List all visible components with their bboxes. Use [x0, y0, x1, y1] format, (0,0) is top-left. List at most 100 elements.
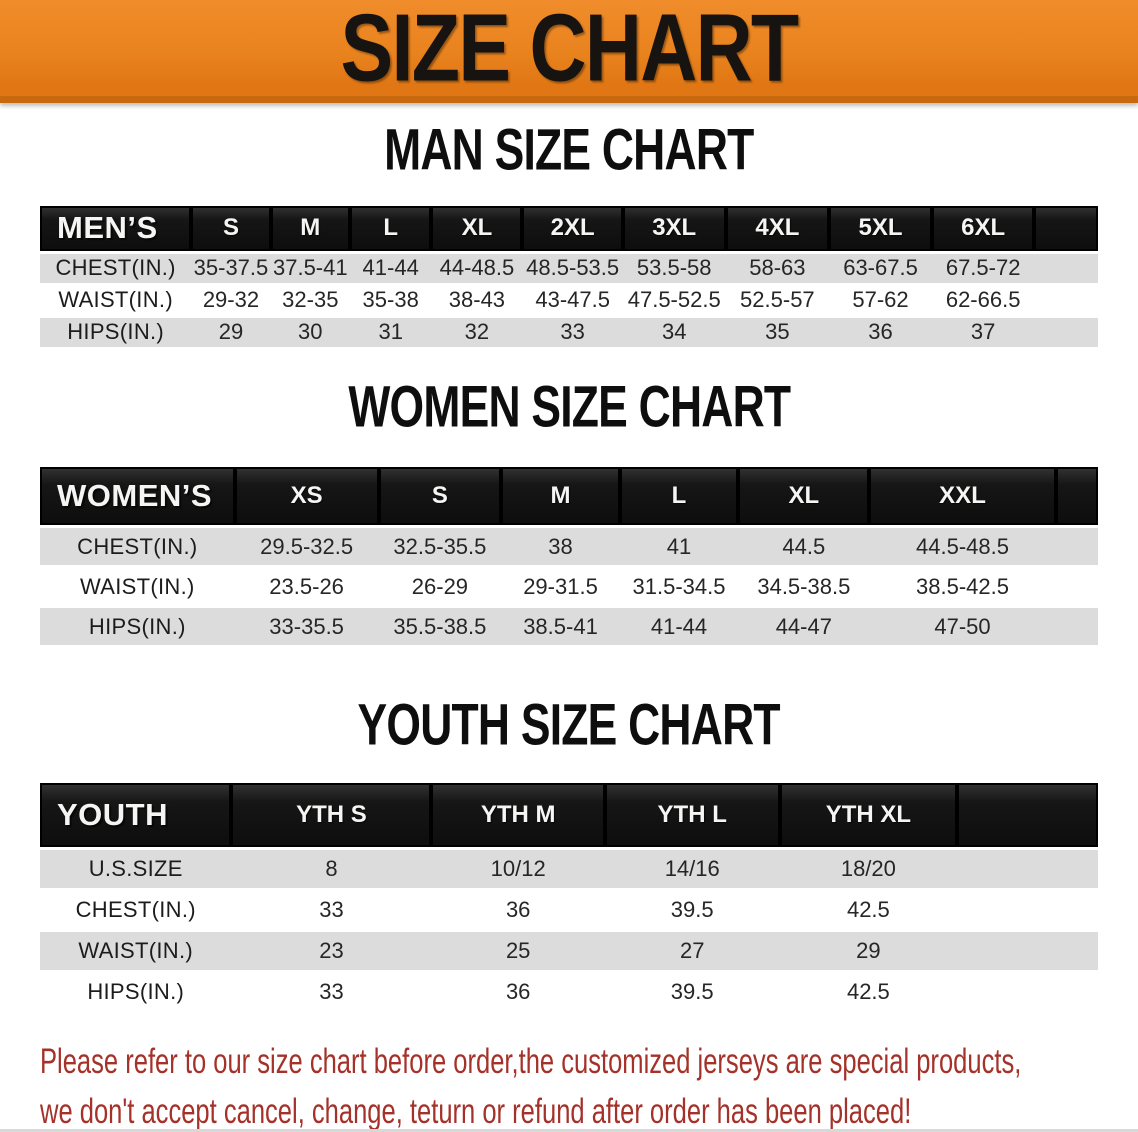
measurement-value-cell: 39.5 [604, 889, 780, 932]
measurement-value-cell: 30 [270, 316, 350, 350]
measurement-value-cell: 42.5 [779, 889, 958, 932]
measurement-row: CHEST(IN.) 33 36 39.5 42.5 [40, 889, 1098, 932]
size-column-header: M [501, 466, 620, 528]
measurement-value-cell: 33-35.5 [234, 606, 379, 648]
measurement-value-cell: 41 [619, 526, 739, 568]
group-label: MEN’S [40, 206, 192, 254]
measurement-row: CHEST(IN.) 29.5-32.5 32.5-35.5 38 41 44.5 44.5… [40, 526, 1098, 568]
youth-header-row: YOUTH YTH S YTH M YTH L YTH XL [40, 783, 1098, 850]
row-spacer [1055, 606, 1098, 648]
measurement-value-cell: 14/16 [604, 848, 780, 891]
size-column-header: YTH XL [779, 783, 958, 850]
size-column-header: M [270, 206, 350, 254]
notice-line-1: Please refer to our size chart before or… [40, 1041, 1022, 1081]
size-column-header: S [378, 466, 502, 528]
size-column-header: XS [234, 466, 379, 528]
measurement-value-cell: 48.5-53.5 [522, 252, 623, 286]
measurement-row-label: HIPS(IN.) [40, 971, 232, 1014]
row-spacer [1034, 252, 1098, 286]
size-column-header: 6XL [931, 206, 1035, 254]
measurement-value-cell: 62-66.5 [931, 284, 1035, 318]
measurement-value-cell: 18/20 [779, 848, 958, 891]
measurement-row: WAIST(IN.) 23.5-26 26-29 29-31.5 31.5-34.5 34… [40, 566, 1098, 608]
measurement-value-cell: 42.5 [779, 971, 958, 1014]
measurement-row: HIPS(IN.) 29 30 31 32 33 34 35 36 37 [40, 316, 1098, 350]
size-column-header: L [619, 466, 739, 528]
measurement-value-cell: 53.5-58 [622, 252, 726, 286]
measurement-row-label: WAIST(IN.) [40, 284, 192, 318]
header-spacer [1055, 466, 1098, 528]
measurement-value-cell: 31 [349, 316, 432, 350]
women-section-heading-text: WOMEN SIZE CHART [348, 373, 791, 440]
measurement-row-label: HIPS(IN.) [40, 606, 235, 648]
row-spacer [957, 930, 1098, 973]
youth-size-table: YOUTH YTH S YTH M YTH L YTH XL U.S.SIZE 8 10/1… [40, 783, 1098, 1014]
measurement-value-cell: 29-31.5 [501, 566, 620, 608]
measurement-value-cell: 35.5-38.5 [378, 606, 502, 648]
row-spacer [1055, 566, 1098, 608]
page-title: SIZE CHART [340, 0, 800, 102]
group-label: YOUTH [40, 783, 232, 850]
header-spacer [957, 783, 1098, 850]
row-spacer [1055, 526, 1098, 568]
measurement-value-cell: 37.5-41 [270, 252, 350, 286]
measurement-value-cell: 32.5-35.5 [378, 526, 502, 568]
row-spacer [1034, 284, 1098, 318]
measurement-value-cell: 27 [604, 930, 780, 973]
measurement-value-cell: 44-47 [738, 606, 870, 648]
measurement-value-cell: 58-63 [725, 252, 830, 286]
measurement-value-cell: 37 [931, 316, 1035, 350]
measurement-value-cell: 63-67.5 [829, 252, 932, 286]
group-label: WOMEN’S [40, 466, 235, 528]
mens-header-row: MEN’S S M L XL 2XL 3XL 4XL 5XL 6XL [40, 206, 1098, 254]
row-spacer [1034, 316, 1098, 350]
size-column-header: XXL [869, 466, 1056, 528]
measurement-row: WAIST(IN.) 29-32 32-35 35-38 38-43 43-47.5 47.… [40, 284, 1098, 318]
measurement-value-cell: 52.5-57 [725, 284, 830, 318]
measurement-row: HIPS(IN.) 33 36 39.5 42.5 [40, 971, 1098, 1014]
man-section-heading: MAN SIZE CHART [0, 117, 1138, 187]
measurement-value-cell: 36 [829, 316, 932, 350]
measurement-value-cell: 44.5-48.5 [869, 526, 1056, 568]
size-column-header: YTH S [231, 783, 432, 850]
measurement-value-cell: 29.5-32.5 [234, 526, 379, 568]
measurement-value-cell: 36 [431, 971, 605, 1014]
measurement-value-cell: 44.5 [738, 526, 870, 568]
size-column-header: 4XL [725, 206, 830, 254]
youth-section-heading: YOUTH SIZE CHART [0, 696, 1138, 762]
measurement-value-cell: 35 [725, 316, 830, 350]
womens-header-row: WOMEN’S XS S M L XL XXL [40, 466, 1098, 528]
measurement-value-cell: 38.5-42.5 [869, 566, 1056, 608]
row-spacer [957, 889, 1098, 932]
measurement-value-cell: 38-43 [431, 284, 523, 318]
size-column-header: XL [431, 206, 523, 254]
measurement-row: WAIST(IN.) 23 25 27 29 [40, 930, 1098, 973]
measurement-row: CHEST(IN.) 35-37.5 37.5-41 41-44 44-48.5 48.5… [40, 252, 1098, 286]
measurement-value-cell: 34.5-38.5 [738, 566, 870, 608]
measurement-value-cell: 41-44 [619, 606, 739, 648]
measurement-value-cell: 31.5-34.5 [619, 566, 739, 608]
measurement-value-cell: 39.5 [604, 971, 780, 1014]
measurement-value-cell: 23 [231, 930, 432, 973]
size-column-header: YTH L [604, 783, 780, 850]
measurement-value-cell: 25 [431, 930, 605, 973]
man-section-heading-text: MAN SIZE CHART [384, 117, 754, 183]
measurement-value-cell: 47-50 [869, 606, 1056, 648]
order-notice: Please refer to our size chart before or… [0, 1040, 1138, 1130]
measurement-value-cell: 44-48.5 [431, 252, 523, 286]
mens-size-table: MEN’S S M L XL 2XL 3XL 4XL 5XL 6XL CHEST(IN.) 35-3… [40, 206, 1098, 350]
measurement-value-cell: 10/12 [431, 848, 605, 891]
header-spacer [1034, 206, 1098, 254]
measurement-value-cell: 57-62 [829, 284, 932, 318]
measurement-row-label: WAIST(IN.) [40, 566, 235, 608]
women-section-heading: WOMEN SIZE CHART [0, 373, 1138, 444]
measurement-value-cell: 47.5-52.5 [622, 284, 726, 318]
measurement-value-cell: 35-37.5 [191, 252, 271, 286]
womens-size-table: WOMEN’S XS S M L XL XXL CHEST(IN.) 29.5-32.5 32.… [40, 466, 1098, 648]
size-column-header: XL [738, 466, 870, 528]
measurement-row-label: CHEST(IN.) [40, 252, 192, 286]
measurement-row: HIPS(IN.) 33-35.5 35.5-38.5 38.5-41 41-44 44-… [40, 606, 1098, 648]
measurement-value-cell: 33 [522, 316, 623, 350]
measurement-value-cell: 38 [501, 526, 620, 568]
